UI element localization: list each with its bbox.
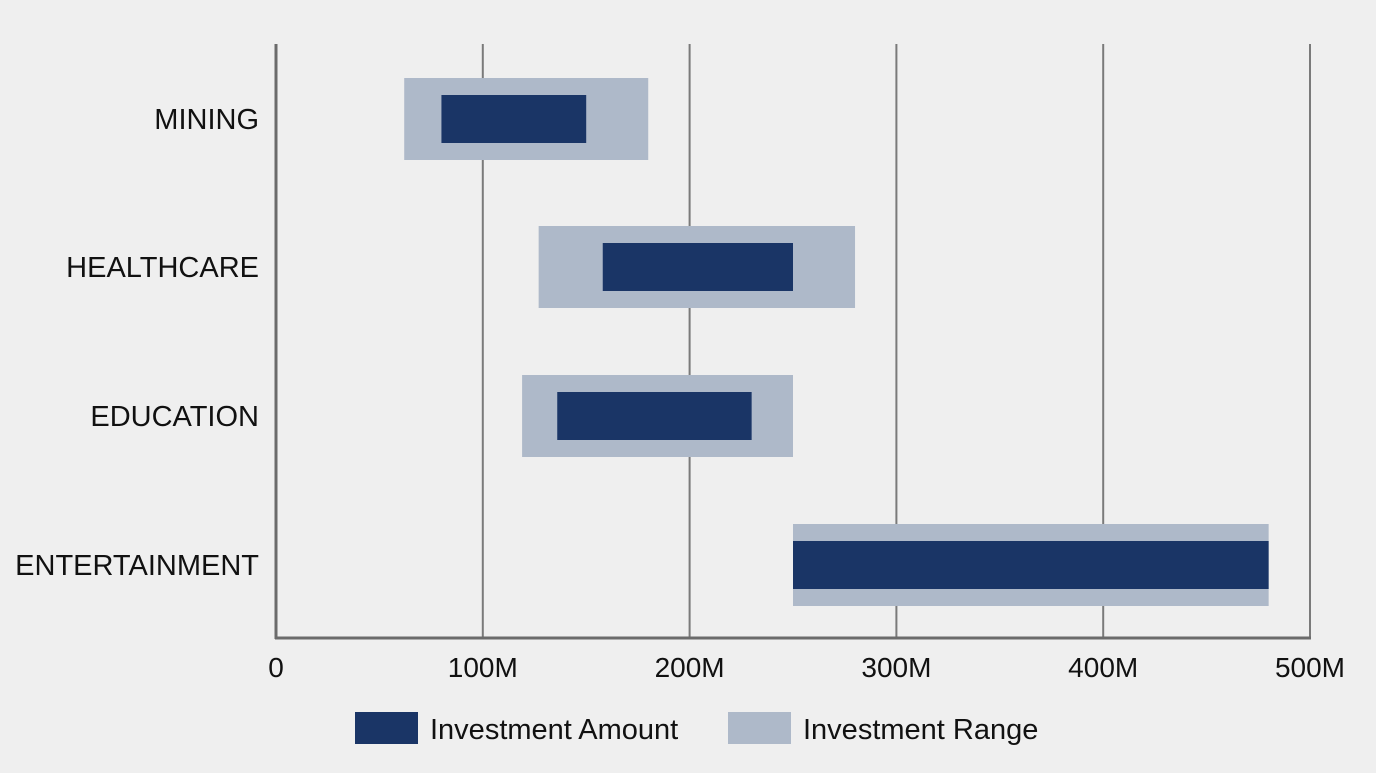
legend-swatch-investment-range — [728, 712, 791, 744]
investment-range-bars — [404, 78, 1269, 606]
category-label-mining: MINING — [154, 104, 259, 136]
category-label-entertainment: ENTERTAINMENT — [15, 550, 259, 582]
category-labels: MINING HEALTHCARE EDUCATION ENTERTAINMENT — [15, 104, 259, 582]
axes — [274, 44, 1311, 640]
legend-label-investment-amount: Investment Amount — [430, 714, 678, 746]
investment-amount-bars — [441, 95, 1269, 589]
x-tick-label-100: 100M — [448, 652, 518, 683]
category-label-healthcare: HEALTHCARE — [66, 252, 259, 284]
legend: Investment Amount Investment Range — [355, 712, 1038, 746]
legend-swatch-investment-amount — [355, 712, 418, 744]
investment-amount-bar-healthcare — [602, 243, 793, 291]
investment-amount-bar-mining — [441, 95, 587, 143]
investment-amount-bar-education — [557, 392, 752, 440]
x-tick-label-300: 300M — [861, 652, 931, 683]
x-tick-label-0: 0 — [268, 652, 284, 683]
legend-label-investment-range: Investment Range — [803, 714, 1038, 746]
x-tick-labels: 0 100M 200M 300M 400M 500M — [268, 652, 1345, 683]
x-tick-label-200: 200M — [655, 652, 725, 683]
category-label-education: EDUCATION — [90, 401, 259, 433]
investment-amount-bar-entertainment — [793, 541, 1269, 589]
x-tick-label-400: 400M — [1068, 652, 1138, 683]
x-tick-label-500: 500M — [1275, 652, 1345, 683]
